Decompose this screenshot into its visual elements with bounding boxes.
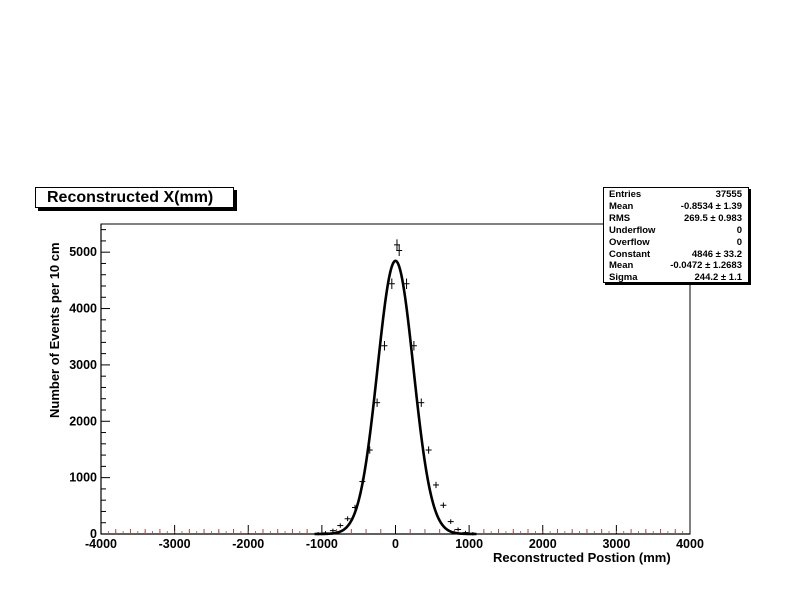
- data-point: [418, 398, 425, 407]
- plot-frame: [100, 223, 691, 535]
- data-point: [329, 528, 336, 533]
- x-axis-label: Reconstructed Postion (mm): [493, 550, 671, 565]
- stats-row: Mean -0.8534 ± 1.39: [609, 201, 742, 213]
- histogram-title: Reconstructed X(mm): [47, 189, 214, 206]
- data-point: [374, 398, 381, 407]
- histogram-title-box: Reconstructed X(mm): [35, 187, 234, 208]
- stats-key: Constant: [609, 248, 651, 260]
- stats-value: -0.0472 ± 1.2683: [670, 260, 742, 272]
- data-point: [396, 244, 403, 256]
- x-tick-label: 1000: [455, 537, 483, 551]
- x-tick-label: -2000: [232, 537, 264, 551]
- stats-row: Underflow 0: [609, 225, 742, 237]
- data-point: [447, 519, 454, 524]
- data-point: [393, 239, 400, 251]
- plot-border: [100, 223, 691, 535]
- stats-value: 244.2 ± 1.1: [694, 272, 742, 284]
- x-tick-label: 3000: [602, 537, 630, 551]
- stats-key: Underflow: [609, 224, 656, 236]
- y-tick-label: 4000: [69, 302, 97, 316]
- stats-key: Mean: [609, 200, 634, 212]
- stats-row: Entries 37555: [609, 189, 742, 201]
- stats-row: Sigma 244.2 ± 1.1: [609, 272, 742, 284]
- data-point: [403, 278, 410, 290]
- data-point: [344, 516, 351, 522]
- data-point: [425, 446, 432, 454]
- stats-key: Mean: [609, 260, 634, 272]
- x-tick-label: 4000: [676, 537, 704, 551]
- data-point: [432, 481, 439, 489]
- y-axis-label: Number of Events per 10 cm: [47, 242, 62, 418]
- gaussian-fit-curve: [314, 259, 477, 536]
- stats-value: 269.5 ± 0.983: [683, 212, 742, 224]
- y-axis: 0 1000 2000 3000 4000 5000: [69, 224, 110, 541]
- stats-row: RMS 269.5 ± 0.983: [609, 213, 742, 225]
- stats-value: 4846 ± 33.2: [691, 248, 742, 260]
- data-point: [337, 523, 344, 528]
- stats-value: 0: [736, 224, 742, 236]
- x-tick-label: 2000: [529, 537, 557, 551]
- y-tick-label: 2000: [69, 414, 97, 428]
- data-point: [455, 527, 462, 532]
- y-tick-label: 5000: [69, 245, 97, 259]
- x-axis: -4000 -3000 -2000 -1000 0 1000 2000 3000 4000: [85, 525, 704, 551]
- x-tick-label: -1000: [306, 537, 338, 551]
- x-tick-label: 0: [392, 537, 399, 551]
- y-tick-label: 1000: [69, 471, 97, 485]
- stats-key: Entries: [609, 189, 642, 200]
- x-tick-label: -4000: [85, 537, 117, 551]
- stats-key: RMS: [609, 212, 631, 224]
- x-tick-label: -3000: [159, 537, 191, 551]
- stats-value: 0: [736, 236, 742, 248]
- stats-key: Overflow: [609, 236, 650, 248]
- stats-row: Mean -0.0472 ± 1.2683: [609, 260, 742, 272]
- y-tick-label: 3000: [69, 358, 97, 372]
- stats-key: Sigma: [609, 272, 638, 284]
- stats-row: Constant 4846 ± 33.2: [609, 249, 742, 261]
- statistics-box: Entries 37555 Mean -0.8534 ± 1.39 RMS 269.5 ±…: [603, 187, 749, 283]
- stats-value: 37555: [715, 189, 742, 200]
- y-tick-label: 0: [90, 527, 97, 541]
- stats-row: Overflow 0: [609, 237, 742, 249]
- histogram-points: [107, 239, 684, 536]
- stats-value: -0.8534 ± 1.39: [680, 200, 742, 212]
- data-point: [440, 502, 447, 509]
- data-point: [381, 340, 388, 351]
- data-point: [388, 278, 395, 290]
